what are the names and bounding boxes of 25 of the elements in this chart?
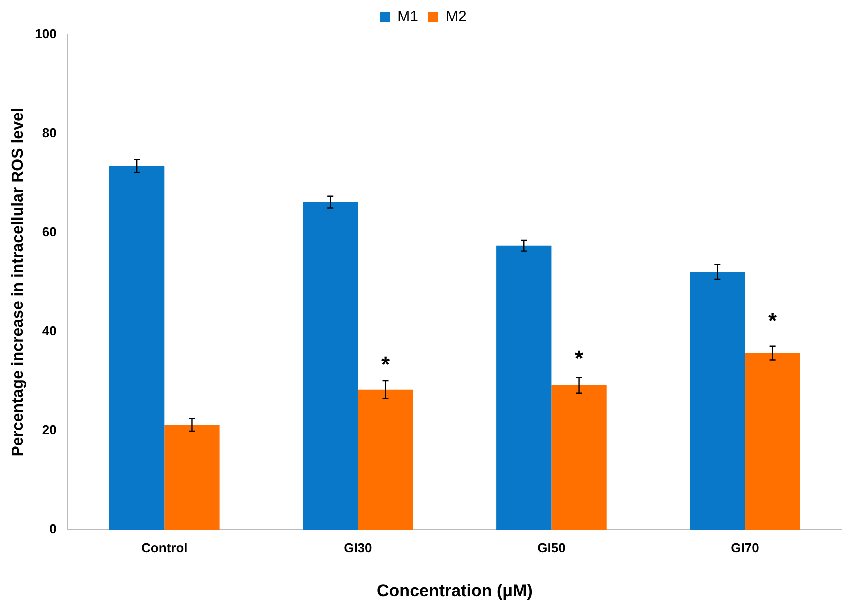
y-tick-label: 60 bbox=[42, 224, 57, 240]
x-tick-label: GI70 bbox=[731, 540, 760, 556]
annotation: * bbox=[381, 352, 390, 377]
bar bbox=[552, 385, 607, 530]
y-tick-label: 80 bbox=[42, 126, 57, 141]
x-axis-title: Concentration (μM) bbox=[377, 581, 533, 600]
bar bbox=[745, 353, 800, 530]
y-tick-label: 100 bbox=[35, 26, 57, 42]
y-axis-title: Percentage increase in intracellular ROS level bbox=[10, 108, 28, 457]
y-tick-label: 20 bbox=[42, 422, 57, 438]
x-tick-label: GI30 bbox=[344, 540, 372, 556]
y-tick-label: 0 bbox=[50, 522, 57, 537]
x-tick-label: GI50 bbox=[538, 540, 566, 556]
bar bbox=[303, 202, 358, 530]
bar bbox=[110, 166, 165, 530]
bar bbox=[496, 246, 552, 530]
bar bbox=[164, 425, 220, 530]
bar bbox=[690, 272, 746, 530]
annotation: * bbox=[575, 346, 584, 371]
bar bbox=[358, 390, 414, 530]
x-tick-label: Control bbox=[142, 540, 188, 556]
legend-label: M1 bbox=[398, 8, 419, 26]
legend-label: M2 bbox=[446, 8, 467, 26]
y-tick-label: 40 bbox=[42, 324, 57, 339]
annotation: * bbox=[768, 308, 778, 334]
